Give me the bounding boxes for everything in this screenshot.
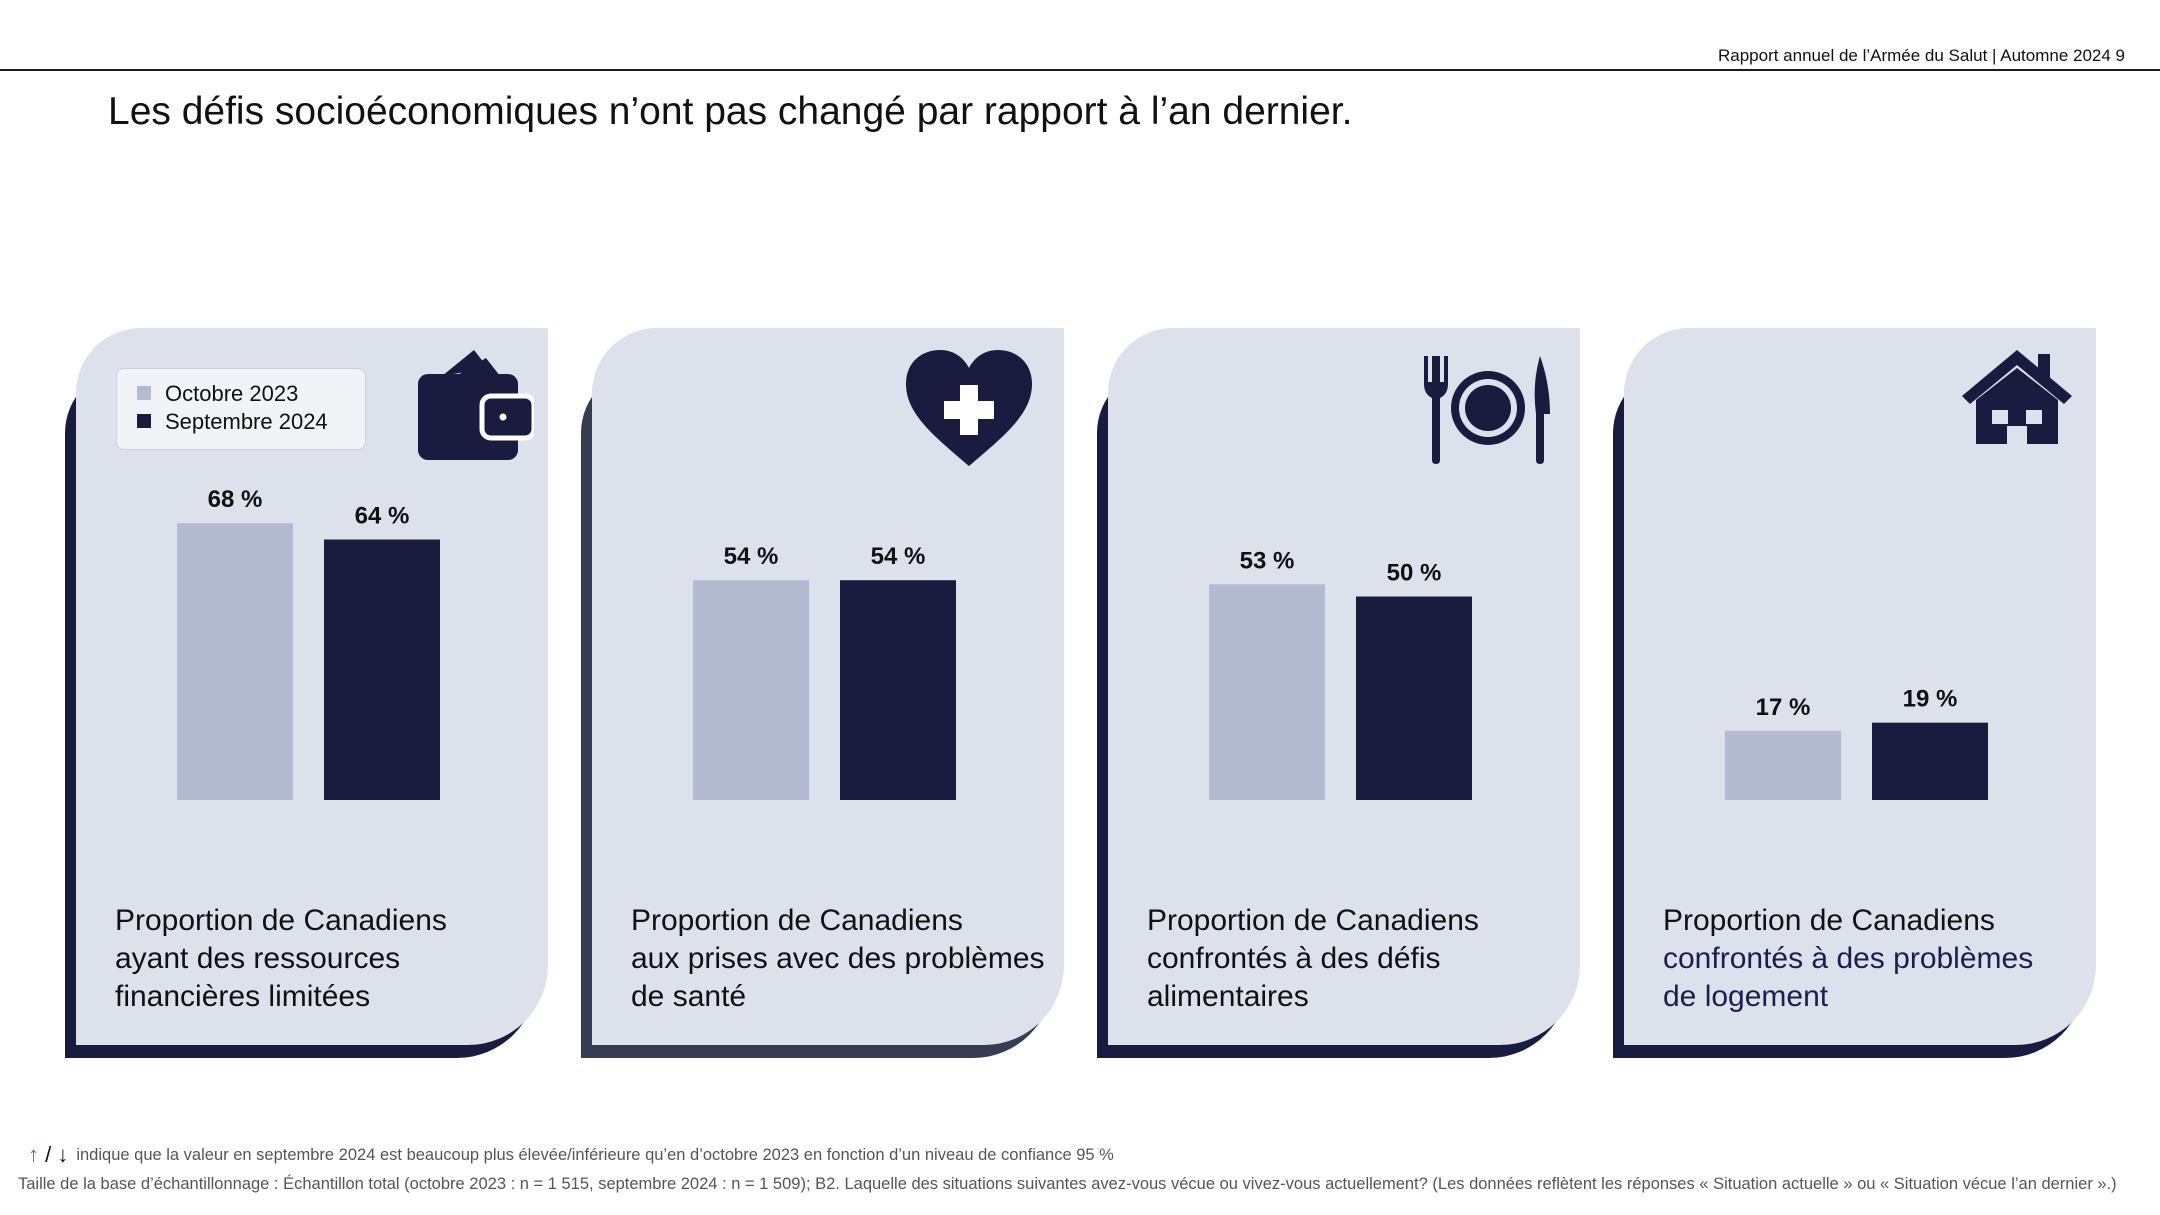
heart-plus-icon [906, 350, 1032, 466]
bar-oct-2023 [1725, 730, 1841, 800]
data-label-sep-2024: 19 % [1903, 686, 1958, 713]
caption-line: de logement [1663, 980, 1829, 1013]
data-label-oct-2023: 53 % [1240, 547, 1295, 574]
card-housing [1613, 328, 2096, 1058]
legend-item-septembre-2024: Septembre 2024 [137, 409, 328, 435]
footnote-significance: ↑ / ↓ indique que la valeur en septembre … [28, 1142, 1114, 1168]
house-icon [1962, 350, 2072, 444]
legend-label: Septembre 2024 [165, 409, 328, 434]
legend-label: Octobre 2023 [165, 381, 299, 406]
caption-housing: Proportion de Canadiens confrontés à des… [1663, 902, 2033, 1016]
data-label-sep-2024: 50 % [1387, 560, 1442, 587]
bar-oct-2023 [177, 523, 293, 800]
card-food [1097, 328, 1580, 1058]
caption-line: ayant des ressources [115, 942, 401, 975]
caption-food: Proportion de Canadiens confrontés à des… [1147, 902, 1479, 1016]
caption-line: financières limitées [115, 980, 371, 1013]
bar-sep-2024 [1872, 722, 1988, 800]
data-label-oct-2023: 54 % [724, 543, 779, 570]
bar-sep-2024 [324, 539, 440, 800]
plate-fork-knife-icon [1424, 356, 1550, 464]
arrow-up-down-icon: ↑ / ↓ [28, 1142, 69, 1167]
bar-oct-2023 [1209, 584, 1325, 800]
caption-line: Proportion de Canadiens [1663, 904, 1995, 937]
header-divider [0, 69, 2160, 71]
card-face [1624, 328, 2096, 1045]
data-label-oct-2023: 17 % [1756, 694, 1811, 721]
footnote-text: indique que la valeur en septembre 2024 … [76, 1146, 1114, 1164]
legend-swatch-dark [137, 414, 151, 428]
caption-line: confrontés à des défis [1147, 942, 1441, 975]
chart-legend: Octobre 2023 Septembre 2024 [116, 368, 366, 450]
card-face [1108, 328, 1580, 1045]
caption-line: de santé [631, 980, 747, 1013]
footnote-base: Taille de la base d’échantillonnage : Éc… [18, 1175, 2117, 1193]
bar-sep-2024 [1356, 596, 1472, 800]
bar-oct-2023 [693, 580, 809, 800]
caption-finances: Proportion de Canadiens ayant des ressou… [115, 902, 447, 1016]
data-label-sep-2024: 64 % [355, 503, 410, 530]
data-label-sep-2024: 54 % [871, 543, 926, 570]
caption-line: confrontés à des problèmes [1663, 942, 2034, 975]
caption-line: alimentaires [1147, 980, 1309, 1013]
report-header: Rapport annuel de l’Armée du Salut | Aut… [1717, 46, 2125, 65]
caption-line: aux prises avec des problèmes [631, 942, 1045, 975]
caption-line: Proportion de Canadiens [631, 904, 963, 937]
wallet-icon [418, 350, 534, 460]
caption-line: Proportion de Canadiens [115, 904, 447, 937]
legend-item-octobre-2023: Octobre 2023 [137, 381, 298, 407]
bar-sep-2024 [840, 580, 956, 800]
legend-swatch-light [137, 386, 151, 400]
caption-health: Proportion de Canadiens aux prises avec … [631, 902, 1045, 1016]
caption-line: Proportion de Canadiens [1147, 904, 1479, 937]
data-label-oct-2023: 68 % [208, 486, 263, 513]
page-title: Les défis socioéconomiques n’ont pas cha… [108, 90, 1353, 133]
